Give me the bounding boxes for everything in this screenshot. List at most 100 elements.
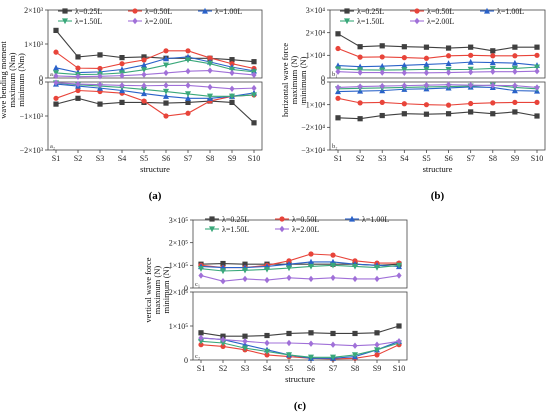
- series-line-1.00L: [337, 86, 538, 93]
- panel-caption: (b): [431, 190, 445, 202]
- data-point-0.25L: [97, 52, 103, 58]
- data-point-0.25L: [229, 57, 235, 63]
- data-point-2.00L: [468, 68, 474, 76]
- data-point-0.25L: [53, 27, 59, 33]
- data-point-2.00L: [242, 338, 248, 345]
- data-point-1.50L: [207, 61, 213, 67]
- data-point-0.25L: [423, 111, 430, 117]
- x-tick-label: S4: [118, 154, 126, 163]
- data-point-0.50L: [75, 65, 81, 71]
- data-point-0.25L: [229, 99, 235, 105]
- data-point-0.50L: [335, 45, 341, 52]
- data-point-0.25L: [352, 330, 358, 337]
- legend-label: λ=2.00L: [427, 17, 454, 26]
- data-point-2.00L: [490, 68, 496, 75]
- data-point-2.00L: [396, 338, 402, 345]
- data-point-0.25L: [445, 111, 452, 117]
- y-tick-label: −2×10⁴: [301, 123, 325, 132]
- y-tick-label: 0: [39, 74, 43, 83]
- y-tick-label: 0: [184, 284, 188, 293]
- data-point-2.00L: [335, 68, 341, 75]
- data-point-0.25L: [401, 44, 407, 50]
- data-point-0.25L: [163, 100, 169, 106]
- x-tick-label: S9: [228, 154, 236, 163]
- legend-item-1.50L: λ=1.50L: [340, 17, 384, 26]
- y-tick-label: 2×10⁵: [169, 238, 189, 247]
- data-point-0.50L: [229, 61, 235, 67]
- data-point-2.00L: [229, 85, 235, 92]
- data-point-0.50L: [512, 53, 518, 59]
- data-point-0.25L: [75, 54, 81, 60]
- legend-marker: [279, 225, 285, 233]
- y-axis-label: horizontal wave force maximum (N) minimum …: [280, 43, 308, 117]
- legend-marker: [344, 8, 350, 14]
- data-point-0.25L: [119, 55, 125, 61]
- x-tick-label: S1: [197, 364, 205, 373]
- data-point-0.25L: [396, 323, 402, 329]
- data-point-1.50L: [242, 267, 248, 274]
- legend-label: λ=2.00L: [292, 225, 319, 234]
- data-point-0.25L: [251, 120, 257, 126]
- data-point-0.25L: [53, 101, 59, 107]
- data-point-2.00L: [357, 69, 363, 76]
- data-point-1.00L: [308, 258, 314, 265]
- y-tick-label: −2×10³: [20, 146, 44, 155]
- y-axis-label-line: maximum (N): [152, 266, 162, 315]
- data-point-0.50L: [445, 53, 452, 59]
- legend-item-0.50L: λ=0.50L: [128, 7, 172, 16]
- series-line-0.50L: [55, 89, 255, 117]
- data-point-1.00L: [141, 61, 147, 68]
- data-point-0.50L: [401, 55, 407, 61]
- y-axis-label: vertical wave force maximum (N) minimum (N…: [143, 257, 171, 322]
- legend-item-1.50L: λ=1.50L: [58, 17, 102, 26]
- series-line-0.50L: [200, 344, 400, 360]
- data-point-2.00L: [396, 272, 402, 279]
- y-tick-label: 2×10⁴: [306, 28, 326, 37]
- series-line-0.50L: [55, 50, 255, 70]
- data-point-0.25L: [490, 48, 496, 54]
- y-tick-label: 0: [39, 78, 43, 87]
- x-tick-label: S2: [356, 154, 364, 163]
- legend-marker: [209, 226, 215, 233]
- data-point-2.00L: [119, 72, 125, 79]
- data-point-2.00L: [534, 68, 540, 75]
- data-point-2.00L: [490, 82, 496, 89]
- data-point-2.00L: [198, 272, 204, 279]
- series-line-1.00L: [55, 83, 255, 99]
- panel-tag: a₁: [50, 71, 55, 78]
- y-axis-label-line: horizontal wave force: [280, 43, 290, 117]
- y-tick-label: 0: [321, 74, 325, 83]
- data-point-2.00L: [198, 334, 204, 342]
- data-point-1.50L: [185, 91, 191, 98]
- x-tick-label: S7: [184, 154, 192, 163]
- data-point-1.50L: [229, 93, 235, 100]
- legend-label: λ=0.50L: [292, 215, 319, 224]
- series-line-2.00L: [200, 274, 400, 282]
- data-point-0.50L: [185, 110, 191, 116]
- data-point-0.50L: [308, 251, 314, 257]
- data-point-0.25L: [220, 260, 226, 267]
- legend-label: λ=1.50L: [222, 225, 249, 234]
- data-point-1.50L: [198, 266, 204, 272]
- data-point-0.50L: [357, 54, 363, 60]
- data-point-0.25L: [119, 99, 125, 105]
- data-point-2.00L: [445, 81, 452, 88]
- panel-caption: (c): [294, 400, 307, 412]
- x-tick-label: S3: [378, 154, 386, 163]
- series-line-0.25L: [337, 33, 537, 52]
- y-axis-label-line: maximum (N): [289, 56, 299, 105]
- data-point-1.00L: [141, 90, 147, 97]
- data-point-0.25L: [141, 54, 147, 60]
- legend-marker: [62, 8, 68, 14]
- series-line-1.50L: [200, 340, 400, 358]
- x-tick-label: S6: [162, 154, 170, 163]
- data-point-1.50L: [264, 266, 270, 273]
- series-line-1.50L: [55, 82, 255, 97]
- legend-label: λ=0.25L: [357, 7, 384, 16]
- data-point-2.00L: [379, 69, 385, 76]
- legend-label: λ=0.50L: [427, 7, 454, 16]
- data-point-1.00L: [163, 55, 169, 62]
- y-axis-label-line: wave bending moment: [0, 41, 8, 119]
- legend-marker: [202, 7, 208, 14]
- series-line-1.50L: [55, 59, 255, 76]
